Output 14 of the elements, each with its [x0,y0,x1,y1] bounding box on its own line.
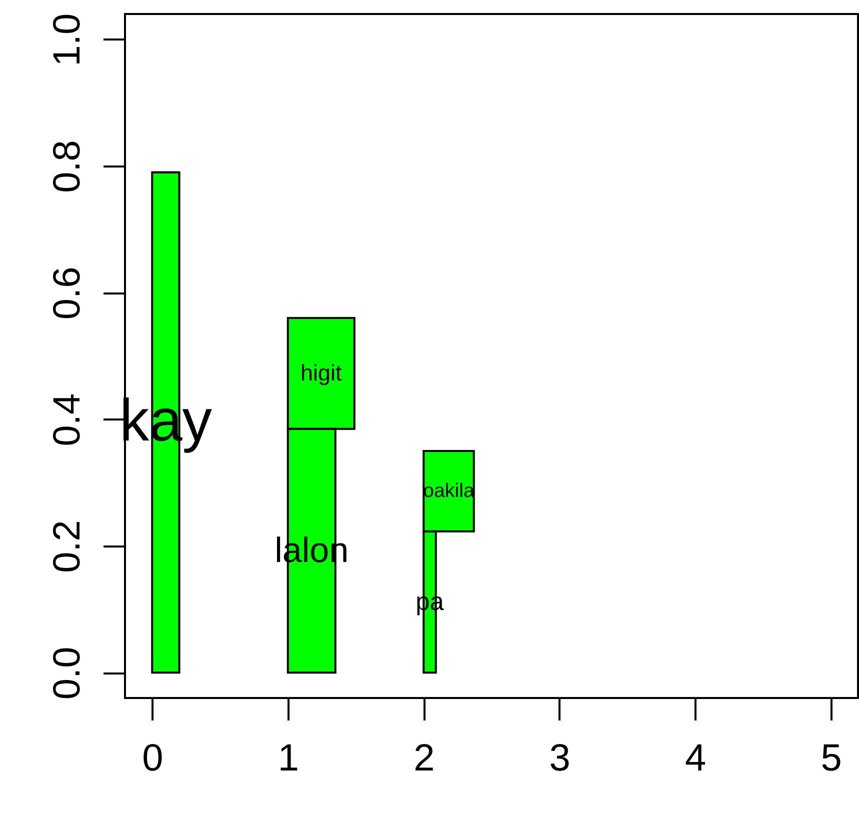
y-tick-label: 0.2 [46,520,88,573]
x-tick-label: 2 [414,738,435,780]
x-tick-label: 4 [685,738,706,780]
y-tick-label: 0.4 [46,393,88,446]
x-tick-label: 0 [142,738,164,780]
y-tick-label: 1.0 [46,13,88,66]
x-tick-label: 1 [278,738,299,780]
y-tick-label: 0.0 [46,646,88,700]
data-label: oakila [423,480,474,502]
y-tick-label: 0.8 [46,140,88,193]
x-tick-label: 3 [549,738,570,780]
y-tick-label: 0.6 [46,266,88,320]
data-label: higit [300,360,343,386]
x-tick-label: 5 [820,738,842,780]
